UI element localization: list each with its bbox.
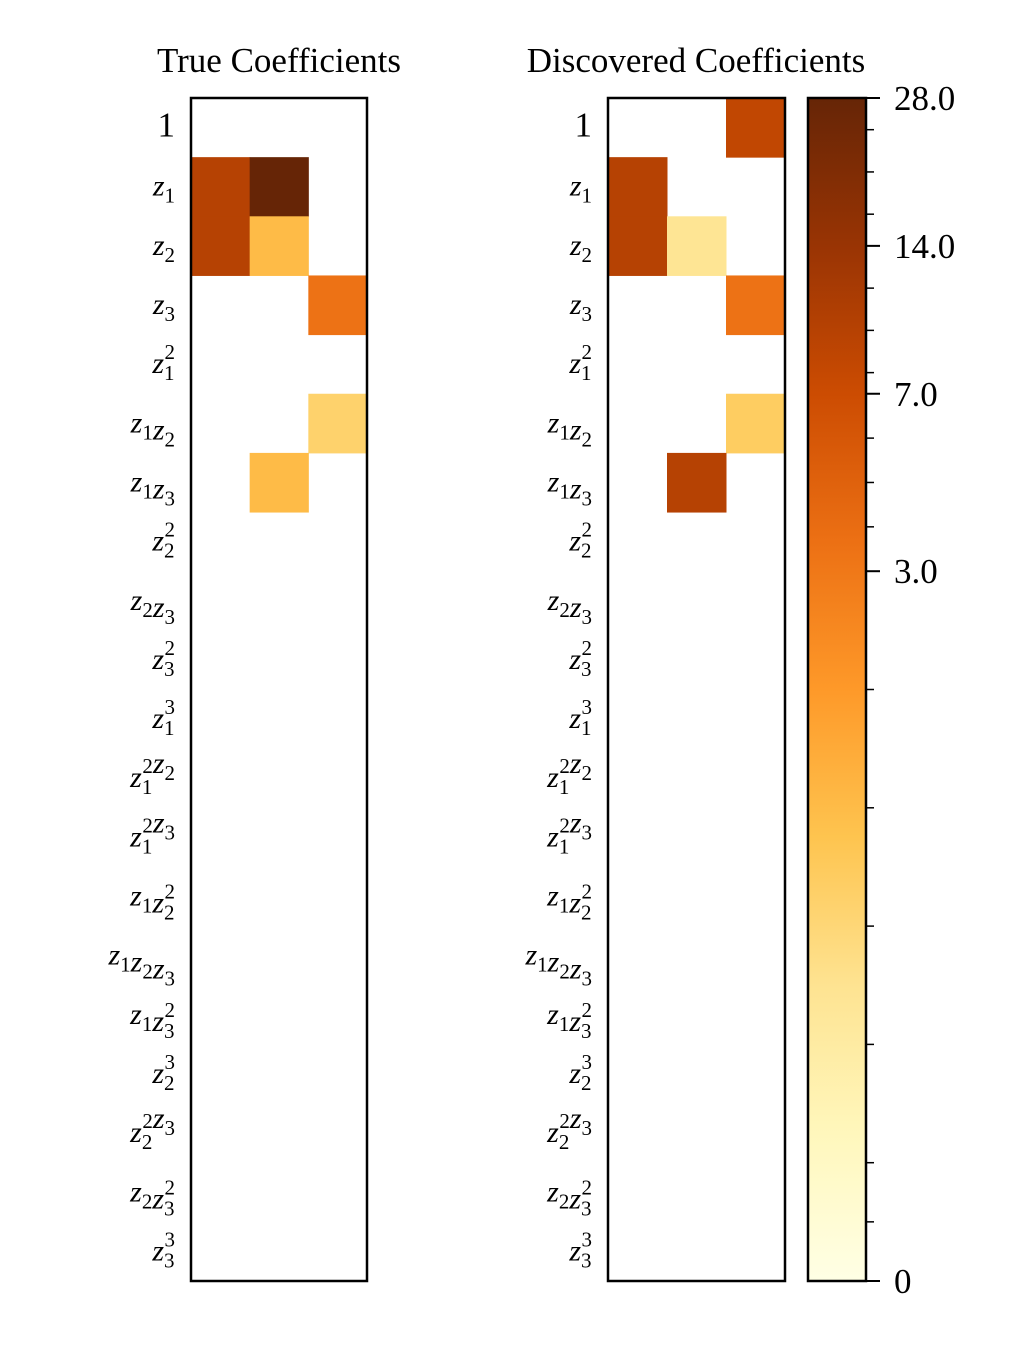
row-label: z22 <box>151 518 175 563</box>
colorbar-tick-label: 28.0 <box>894 79 955 118</box>
row-label: z1z22 <box>129 880 175 925</box>
heatmap-cell <box>667 216 727 276</box>
row-label: z1z3 <box>547 465 592 510</box>
row-label: z1z22 <box>546 880 592 925</box>
row-label: z13 <box>568 695 592 740</box>
heatmap-cell <box>726 98 786 158</box>
row-label: 1 <box>158 106 176 145</box>
row-label: z32 <box>568 636 592 681</box>
heatmap-frame <box>606 96 787 1283</box>
heatmap-cell <box>191 216 251 276</box>
row-label: z23 <box>568 1050 592 1095</box>
row-label: z32 <box>151 636 175 681</box>
row-label: z1z2z3 <box>107 939 175 991</box>
colorbar: 28.0 14.0 7.0 3.0 0 <box>806 79 955 1301</box>
row-label: z13 <box>151 695 175 740</box>
row-label: z12 <box>151 340 175 385</box>
discovered-coefficients-panel: Discovered Coefficients 1z1z2z3z12z1z2z1… <box>524 41 866 1283</box>
row-label: z12z2 <box>129 747 175 799</box>
row-label: z1 <box>569 170 592 208</box>
heatmap-frame <box>189 96 369 1283</box>
heatmap-cell <box>608 216 668 276</box>
row-label: 1 <box>575 106 593 145</box>
heatmap-cell <box>608 157 668 217</box>
row-label: z22z3 <box>546 1102 592 1154</box>
row-label: z2z32 <box>129 1175 175 1220</box>
row-label: z12z3 <box>546 806 592 858</box>
colorbar-tick-label: 14.0 <box>894 227 955 266</box>
row-label: z2z32 <box>546 1175 592 1220</box>
heatmap-cell <box>667 452 727 513</box>
row-label: z2z3 <box>547 584 592 629</box>
heatmap-cell <box>726 275 786 336</box>
row-label: z12z2 <box>546 747 592 799</box>
panel-title: Discovered Coefficients <box>527 41 866 80</box>
row-label: z1 <box>152 170 175 208</box>
heatmap-cell <box>308 275 368 336</box>
heatmap-cell <box>249 216 309 276</box>
heatmap-cell <box>726 393 786 454</box>
row-label: z3 <box>569 288 592 326</box>
row-label: z1z32 <box>129 998 175 1043</box>
panel-title: True Coefficients <box>157 41 401 80</box>
row-label: z1z2z3 <box>524 939 592 991</box>
heatmap-cell <box>249 452 309 513</box>
row-label: z12 <box>568 340 592 385</box>
row-label: z2z3 <box>130 584 175 629</box>
row-label: z1z2 <box>547 406 592 451</box>
colorbar-tick-label: 7.0 <box>894 375 938 414</box>
row-label: z1z32 <box>546 998 592 1043</box>
row-label: z12z3 <box>129 806 175 858</box>
heatmap-cell <box>191 157 251 217</box>
row-label: z33 <box>151 1227 175 1272</box>
heatmap-cell <box>308 393 368 454</box>
heatmap-cell <box>249 157 309 217</box>
row-label: z33 <box>568 1227 592 1272</box>
colorbar-tick-label: 0 <box>894 1262 912 1301</box>
row-label: z22 <box>568 518 592 563</box>
row-label: z1z2 <box>130 406 175 451</box>
row-label: z2 <box>569 229 592 267</box>
colorbar-tick-label: 3.0 <box>894 552 938 591</box>
colorbar-gradient <box>808 98 866 1281</box>
row-label: z2 <box>152 229 175 267</box>
true-coefficients-panel: True Coefficients 1z1z2z3z12z1z2z1z3z22z… <box>107 41 401 1283</box>
row-label: z1z3 <box>130 465 175 510</box>
row-label: z22z3 <box>129 1102 175 1154</box>
row-label: z3 <box>152 288 175 326</box>
row-label: z23 <box>151 1050 175 1095</box>
